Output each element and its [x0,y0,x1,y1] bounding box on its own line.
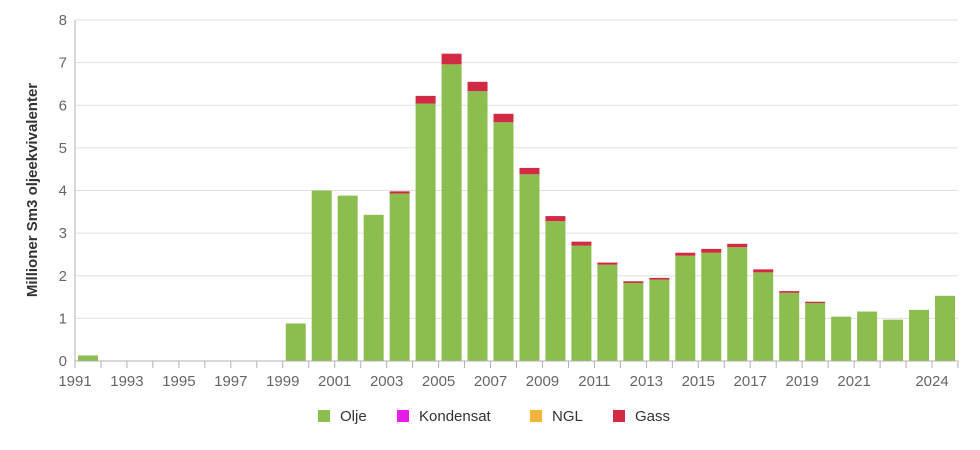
legend-label: Olje [340,408,367,425]
x-tick-label: 1995 [162,373,195,390]
bar-segment [493,113,514,123]
bar-segment [415,95,436,104]
legend-swatch [318,410,330,422]
y-tick-label: 3 [59,225,67,242]
legend-swatch [530,410,542,422]
x-tick-label: 2011 [578,373,610,390]
bar-segment [779,292,800,361]
bar-segment [571,241,592,246]
legend-label: Gass [635,408,670,425]
y-axis-label: Millioner Sm3 oljeekvivalenter [24,83,41,297]
x-tick-label: 1991 [58,373,91,390]
bar-segment [337,195,358,361]
legend: Olje Kondensat NGL Gass [318,408,670,425]
bar-segment [597,264,618,361]
bar-segment [883,319,904,361]
bar-segment [675,252,696,256]
bar-segment [597,262,618,265]
legend-swatch [613,410,625,422]
bar-segment [441,64,462,361]
bar-segment [389,193,410,361]
bar-segment [571,245,592,361]
x-tick-label: 1999 [266,373,299,390]
x-tick-label: 2009 [526,373,559,390]
bar-segment [753,269,774,273]
y-tick-label: 2 [59,268,67,285]
x-tick-label: 2019 [785,373,818,390]
bar-segment [467,91,488,361]
legend-label: Kondensat [419,408,492,425]
bar-segment [727,247,748,361]
bar-segment [831,316,852,361]
bar-segment [727,243,748,248]
bar-segment [77,355,98,361]
legend-swatch [397,410,409,422]
bar-segment [285,323,306,361]
x-tick-label: 1997 [214,373,247,390]
grid [75,19,958,319]
bar-segment [623,281,644,283]
y-tick-label: 0 [59,353,67,370]
bar-segment [779,291,800,293]
bar-segment [441,53,462,65]
bar-segment [935,295,956,361]
x-tick-label: 2021 [837,373,870,390]
x-tick-label: 2015 [682,373,715,390]
legend-label: NGL [552,408,583,425]
bar-segment [675,255,696,361]
bar-segment [363,214,384,361]
x-tick-label: 1993 [110,373,143,390]
x-tick-label: 2007 [474,373,507,390]
bar-segment [805,301,826,304]
y-tick-label: 6 [59,97,67,114]
bar-segment [389,191,410,194]
bar-segment [753,272,774,361]
x-tick-label: 2001 [318,373,351,390]
bar-segment [493,122,514,361]
bar-segment [467,81,488,92]
y-tick-label: 1 [59,310,67,327]
bar-segment [545,216,566,222]
y-tick-label: 4 [59,183,67,200]
x-tick-label: 2013 [630,373,663,390]
bar-segment [519,167,540,175]
bar-segment [415,103,436,362]
y-tick-label: 7 [59,55,67,72]
x-tick-label: 2005 [422,373,455,390]
bar-segment [909,309,930,361]
y-tick-label: 5 [59,140,67,157]
y-tick-label: 8 [59,12,67,29]
x-axis-ticks: 1991 1993 1995 1997 1999 2001 2003 2005 2007 2009… [58,373,948,390]
x-tick-label: 2003 [370,373,403,390]
bars [77,53,956,362]
bar-segment [311,190,332,361]
x-tick-label: 2017 [734,373,767,390]
bar-segment [545,221,566,361]
y-axis-ticks: 0 1 2 3 4 5 6 7 8 [59,12,67,370]
bar-segment [649,277,670,280]
bar-segment [701,252,722,361]
bar-segment [519,174,540,361]
bar-segment [623,282,644,361]
bar-segment [649,279,670,361]
bar-segment [805,303,826,361]
x-axis [74,20,959,368]
bar-segment [701,248,722,253]
bar-segment [857,311,878,361]
x-tick-label: 2024 [915,373,948,390]
